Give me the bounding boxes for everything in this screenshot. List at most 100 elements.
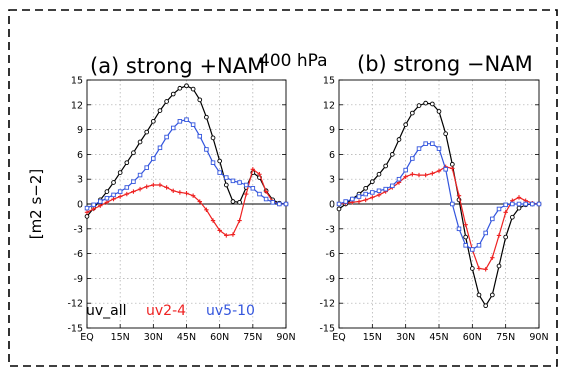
panel-a-point-uv-all <box>184 83 189 89</box>
panel-a-point-uv5-10 <box>263 196 269 202</box>
panel-a-point-uv5-10 <box>217 170 222 175</box>
panel-a-point-uv-all <box>170 91 176 97</box>
panel-a-xtick-label: 15N <box>111 332 130 343</box>
panel-a-point-uv5-10 <box>170 125 176 131</box>
panel-b-ytick-label: 15 <box>323 76 335 87</box>
dashed-frame <box>8 9 558 367</box>
panel-b-point-uv5-10 <box>510 201 515 207</box>
panel-a-point-uv-all <box>144 129 150 135</box>
panel-a-ytick-label: 0 <box>77 200 83 211</box>
panel-b-point-uv5-10 <box>496 206 502 212</box>
panel-a-point-uv2-4 <box>124 191 129 197</box>
panel-b-point-uv5-10 <box>363 191 368 197</box>
panel-b-ytick-label: -3 <box>326 224 335 235</box>
panel-a-point-uv5-10 <box>230 178 236 184</box>
panel-b-point-uv-all <box>496 263 502 269</box>
panel-a-xtick-label: EQ <box>80 332 93 343</box>
panel-b-ytick-label: 3 <box>329 175 335 186</box>
panel-b-point-uv5-10 <box>456 226 462 232</box>
panel-a-ytick-label: 9 <box>77 125 83 136</box>
legend-uv5-10: uv5-10 <box>206 303 255 319</box>
panel-a-point-uv5-10 <box>197 133 203 139</box>
panel-b-point-uv-all <box>369 179 375 185</box>
panel-b-point-uv5-10 <box>390 183 395 189</box>
panel-a-point-uv5-10 <box>257 191 262 197</box>
panel-a-point-uv5-10 <box>104 195 110 201</box>
panel-b-xtick-label: 30N <box>396 332 415 343</box>
panel-b-point-uv5-10 <box>423 141 428 146</box>
panel-a-plot: -15 -12 -9 -6 -3 0 3 6 9 12 15 EQ 15N 30N 45N 60N 75N 90N <box>67 76 295 344</box>
panel-a-ytick-label: -9 <box>74 274 83 285</box>
panel-a-point-uv2-4 <box>184 191 189 196</box>
panel-b-point-uv-all <box>396 137 402 142</box>
panel-b-title: (b) strong −NAM <box>357 52 533 76</box>
panel-a-point-uv5-10 <box>111 192 116 198</box>
panel-b-point-uv5-10 <box>336 201 342 207</box>
panel-b-point-uv2-4 <box>416 172 422 178</box>
panel-b-xtick-label: EQ <box>332 332 345 343</box>
panel-b-point-uv-all <box>503 234 509 240</box>
panel-b-point-uv-all <box>363 185 369 191</box>
panel-b-plot: -15 -12 -9 -6 -3 0 3 6 9 12 15 EQ 15N 30N 45N 60N 75N 90N <box>319 76 548 344</box>
panel-b-point-uv5-10 <box>463 243 468 248</box>
panel-a-point-uv5-10 <box>190 122 196 127</box>
panel-a-point-uv2-4 <box>84 210 90 215</box>
panel-a-point-uv-all <box>84 214 90 219</box>
panel-a-point-uv2-4 <box>111 196 116 202</box>
panel-a-point-uv-all <box>223 182 229 188</box>
panel-b-point-uv2-4 <box>456 193 462 198</box>
panel-a-point-uv5-10 <box>164 134 169 140</box>
panel-a-point-uv-all <box>190 86 196 92</box>
panel-a-xtick-label: 60N <box>210 332 229 343</box>
panel-b-ytick-label: 9 <box>329 125 335 136</box>
panel-a-point-uv2-4 <box>177 190 183 195</box>
panel-a-ytick-label: 6 <box>77 150 83 161</box>
panel-b-point-uv5-10 <box>483 230 488 236</box>
panel-b-point-uv2-4 <box>423 172 428 178</box>
panel-a-point-uv-all <box>177 85 183 91</box>
panel-b-point-uv-all <box>469 266 475 271</box>
panel-b-point-uv5-10 <box>410 156 415 161</box>
panel-a-point-uv2-4 <box>257 172 262 177</box>
panel-b-point-uv5-10 <box>383 186 388 192</box>
panel-b-point-uv-all <box>389 152 395 157</box>
panel-a-point-uv5-10 <box>250 186 256 191</box>
panel-b-point-uv5-10 <box>403 167 408 173</box>
panel-b-point-uv-all <box>436 109 442 114</box>
level-label: 400 hPa <box>259 51 328 71</box>
panel-a-xtick-label: 75N <box>243 332 262 343</box>
panel-a-point-uv-all <box>104 189 110 194</box>
panel-b-xtick-label: 60N <box>463 332 482 343</box>
panel-a-point-uv2-4 <box>224 233 229 238</box>
panel-a-point-uv2-4 <box>104 200 110 205</box>
panel-b-ytick-label: -15 <box>319 324 335 335</box>
panel-a-point-uv5-10 <box>151 156 156 161</box>
panel-a-point-uv5-10 <box>131 179 136 184</box>
panel-a-point-uv2-4 <box>244 191 249 197</box>
panel-b-point-uv2-4 <box>496 233 502 238</box>
panel-b-ytick-label: -6 <box>326 249 335 260</box>
panel-a-ytick-label: 15 <box>71 76 83 87</box>
panel-b-point-uv5-10 <box>476 243 482 248</box>
panel-b-point-uv2-4 <box>503 210 508 215</box>
panel-a-point-uv-all <box>124 160 130 166</box>
panel-a-point-uv5-10 <box>84 205 90 211</box>
panel-b-point-uv5-10 <box>536 201 542 207</box>
panel-a-point-uv-all <box>217 158 223 164</box>
panel-a-point-uv5-10 <box>137 172 143 178</box>
panel-a-point-uv5-10 <box>91 202 96 208</box>
panel-a-point-uv2-4 <box>230 232 236 237</box>
panel-a-xtick-label: 90N <box>276 332 295 343</box>
panel-a-point-uv-all <box>137 139 143 145</box>
panel-b-xtick-label: 90N <box>529 332 548 343</box>
panel-b-point-uv-all <box>336 206 342 212</box>
panel-a-point-uv-all <box>230 199 236 204</box>
panel-b-point-uv5-10 <box>436 146 442 151</box>
panel-a-point-uv5-10 <box>157 145 163 151</box>
panel-b-xtick-label: 15N <box>363 332 382 343</box>
panel-a-point-uv-all <box>210 135 216 141</box>
panel-b-point-uv5-10 <box>430 141 435 146</box>
panel-a-point-uv2-4 <box>98 203 103 208</box>
legend: uv_all uv2-4 uv5-10 <box>86 303 255 319</box>
